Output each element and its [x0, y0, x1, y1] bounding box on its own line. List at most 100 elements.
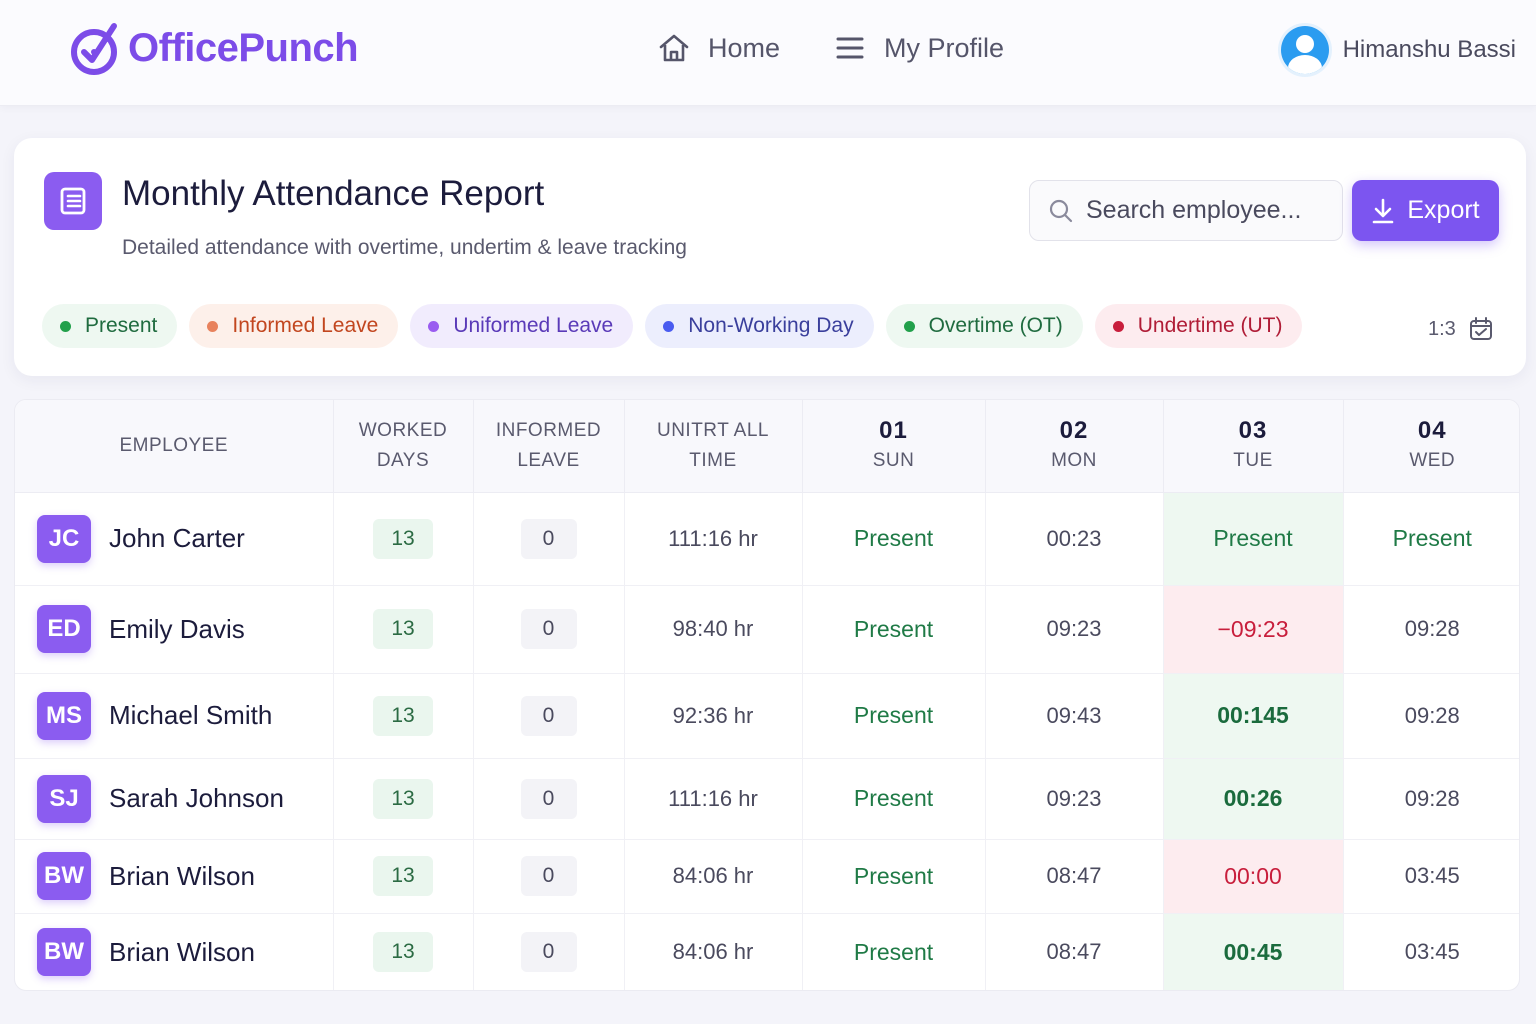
- employee-name: Sarah Johnson: [109, 783, 284, 813]
- day-01-value: Present: [853, 702, 934, 728]
- day-01-cell[interactable]: Present: [802, 839, 986, 914]
- page-subtitle: Detailed attendance with overtime, under…: [122, 236, 687, 259]
- employee-cell[interactable]: SJ Sarah Johnson: [15, 758, 334, 840]
- legend-chip-label: Undertime (UT): [1137, 314, 1283, 337]
- attendance-table: EMPLOYEE WORKED DAYS INFORMED LEAVE UNITRT…: [15, 400, 1519, 990]
- col-day-02[interactable]: 02 MON: [985, 400, 1164, 493]
- employee-avatar: JC: [37, 514, 91, 563]
- search-box[interactable]: [1029, 180, 1343, 241]
- day-02-cell[interactable]: 09:23: [985, 585, 1164, 674]
- employee-cell[interactable]: JC John Carter: [15, 492, 334, 586]
- informed-leave-cell: 0: [473, 673, 625, 759]
- day-03-cell[interactable]: 00:45: [1163, 913, 1344, 990]
- employee-cell[interactable]: ED Emily Davis: [15, 585, 334, 674]
- day-01-cell[interactable]: Present: [802, 585, 986, 674]
- search-icon: [1049, 199, 1073, 222]
- download-icon: [1373, 198, 1394, 223]
- calendar-icon: [1469, 317, 1492, 340]
- day-01-cell[interactable]: Present: [802, 758, 986, 840]
- day-02-value: 08:47: [1046, 939, 1102, 965]
- day-02-cell[interactable]: 08:47: [985, 839, 1164, 914]
- informed-leave-value: 0: [520, 518, 577, 559]
- day-03-cell[interactable]: 00:26: [1163, 758, 1344, 840]
- total-time-cell: 84:06 hr: [624, 839, 803, 914]
- worked-days-cell: 13: [333, 839, 474, 914]
- day-04-cell[interactable]: 09:28: [1343, 673, 1519, 759]
- day-02-cell[interactable]: 00:23: [985, 492, 1164, 586]
- employee-avatar: MS: [37, 691, 91, 740]
- day-03-cell[interactable]: 00:145: [1163, 673, 1344, 759]
- day-04-cell[interactable]: 03:45: [1343, 839, 1519, 914]
- day-04-cell[interactable]: 09:28: [1343, 758, 1519, 840]
- day-02-value: 09:23: [1046, 785, 1102, 811]
- legend-dot-icon: [1112, 320, 1124, 332]
- col-worked-days[interactable]: WORKED DAYS: [333, 400, 474, 493]
- informed-leave-cell: 0: [473, 492, 625, 586]
- total-time-cell: 98:40 hr: [624, 585, 803, 674]
- day-03-value: 00:00: [1224, 862, 1282, 889]
- ratio-selector[interactable]: 1:3: [1428, 316, 1494, 342]
- table-row[interactable]: SJ Sarah Johnson 13 0 111:16 hr Present 09:23 0…: [15, 758, 1519, 840]
- table-row[interactable]: ED Emily Davis 13 0 98:40 hr Present 09:23 −09:…: [15, 585, 1519, 674]
- day-04-value: Present: [1392, 525, 1472, 551]
- top-navbar: OfficePunch Home My Profile Himanshu Bas…: [0, 0, 1536, 106]
- employee-name: John Carter: [109, 523, 245, 553]
- nav-my-profile[interactable]: My Profile: [832, 30, 1004, 66]
- day-03-value: 00:26: [1223, 785, 1283, 811]
- day-03-cell[interactable]: −09:23: [1163, 585, 1344, 674]
- col-day-03[interactable]: 03 TUE: [1163, 400, 1344, 493]
- day-04-cell[interactable]: 03:45: [1343, 913, 1519, 990]
- day-03-cell[interactable]: Present: [1163, 492, 1344, 586]
- ratio-label: 1:3: [1428, 317, 1456, 340]
- main-nav: Home My Profile: [656, 30, 1004, 66]
- day-02-cell[interactable]: 08:47: [985, 913, 1164, 990]
- day-03-cell[interactable]: 00:00: [1163, 839, 1344, 914]
- day-01-value: Present: [853, 862, 934, 889]
- legend-chip[interactable]: Overtime (OT): [885, 304, 1083, 348]
- table-row[interactable]: JC John Carter 13 0 111:16 hr Present 00:23 Pre…: [15, 492, 1519, 586]
- day-01-cell[interactable]: Present: [802, 913, 986, 990]
- table-row[interactable]: BW Brian Wilson 13 0 84:06 hr Present 08:47 00:…: [15, 913, 1519, 990]
- employee-cell[interactable]: BW Brian Wilson: [15, 913, 334, 990]
- day-02-cell[interactable]: 09:43: [985, 673, 1164, 759]
- employee-name: Michael Smith: [109, 700, 273, 730]
- legend-chip[interactable]: Present: [42, 304, 178, 348]
- employee-cell[interactable]: BW Brian Wilson: [15, 839, 334, 914]
- informed-leave-value: 0: [520, 932, 577, 973]
- day-04-cell[interactable]: 09:28: [1343, 585, 1519, 674]
- export-button[interactable]: Export: [1352, 180, 1499, 241]
- col-total-time[interactable]: UNITRT ALL TIME: [624, 400, 803, 493]
- day-01-value: Present: [853, 938, 934, 965]
- informed-leave-cell: 0: [473, 839, 625, 914]
- day-01-cell[interactable]: Present: [802, 673, 986, 759]
- legend-chip[interactable]: Informed Leave: [189, 304, 399, 348]
- day-04-value: 03:45: [1404, 939, 1460, 965]
- employee-cell[interactable]: MS Michael Smith: [15, 673, 334, 759]
- legend-chip[interactable]: Uniformed Leave: [410, 304, 634, 348]
- legend-dot-icon: [903, 320, 915, 332]
- nav-home[interactable]: Home: [656, 30, 780, 66]
- col-employee[interactable]: EMPLOYEE: [15, 400, 334, 493]
- user-avatar-icon: [1280, 26, 1329, 74]
- table-row[interactable]: BW Brian Wilson 13 0 84:06 hr Present 08:47 00:…: [15, 839, 1519, 914]
- employee-avatar: BW: [37, 852, 91, 900]
- legend-chip[interactable]: Undertime (UT): [1094, 304, 1303, 348]
- brand-logo[interactable]: OfficePunch: [68, 18, 359, 78]
- day-02-cell[interactable]: 09:23: [985, 758, 1164, 840]
- worked-days-cell: 13: [333, 673, 474, 759]
- col-day-01[interactable]: 01 SUN: [802, 400, 986, 493]
- user-menu[interactable]: Himanshu Bassi: [1280, 26, 1516, 74]
- day-03-value: Present: [1213, 525, 1293, 551]
- legend-chip[interactable]: Non-Working Day: [645, 304, 874, 348]
- day-04-cell[interactable]: Present: [1343, 492, 1519, 586]
- total-time-value: 111:16 hr: [668, 785, 758, 811]
- worked-days-value: 13: [373, 695, 433, 736]
- col-day-04[interactable]: 04 WED: [1343, 400, 1519, 493]
- day-01-cell[interactable]: Present: [802, 492, 986, 586]
- employee-name: Brian Wilson: [109, 860, 255, 891]
- legend-dot-icon: [207, 320, 219, 332]
- search-employee-input[interactable]: [1086, 196, 1336, 225]
- informed-leave-value: 0: [520, 856, 577, 896]
- col-informed-leave[interactable]: INFORMED LEAVE: [473, 400, 625, 493]
- table-row[interactable]: MS Michael Smith 13 0 92:36 hr Present 09:43 00…: [15, 673, 1519, 759]
